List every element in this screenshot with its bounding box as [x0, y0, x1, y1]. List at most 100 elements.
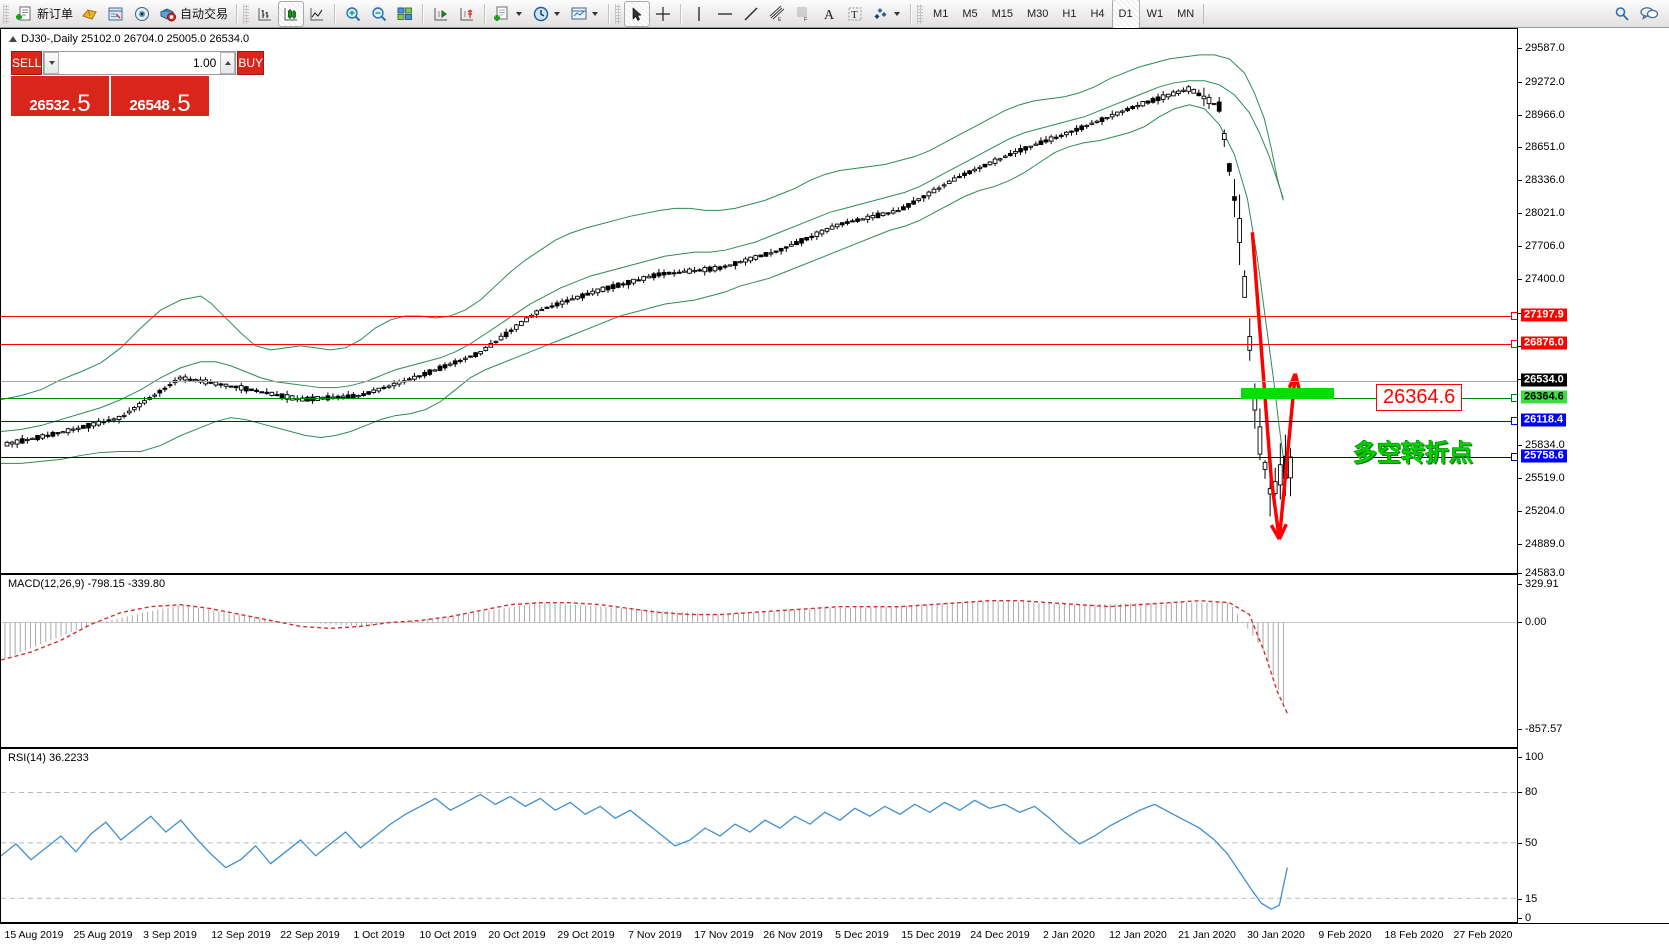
buy-button[interactable]: BUY [237, 51, 265, 75]
vertical-line-button[interactable] [686, 1, 712, 27]
candlestick-icon [282, 5, 300, 23]
cursor-button[interactable] [624, 0, 651, 27]
price-line-handle-25758[interactable] [1511, 453, 1517, 461]
volume-stepper[interactable] [43, 51, 237, 75]
sell-button[interactable]: SELL [11, 51, 43, 75]
price-line-handle-26876[interactable] [1511, 340, 1517, 348]
line-chart-icon [308, 5, 326, 23]
price-scale[interactable]: 29587.0 29272.0 28966.0 28651.0 28336.0 28021… [1518, 28, 1669, 924]
chat-icon[interactable] [1639, 5, 1659, 23]
toolbar-grip[interactable] [3, 3, 9, 24]
price-tick-label: 25519.0 [1525, 472, 1565, 484]
volume-decrement-button[interactable] [44, 52, 60, 74]
trendline-button[interactable] [738, 1, 764, 27]
horizontal-line-button[interactable] [712, 1, 738, 27]
price-line-handle-26118[interactable] [1511, 417, 1517, 425]
objects-button[interactable] [868, 1, 906, 27]
price-tick-label: 28966.0 [1525, 109, 1565, 121]
line-chart-button[interactable] [304, 1, 330, 27]
autotrade-button[interactable]: 自动交易 [155, 1, 232, 27]
auto-scroll-button[interactable] [428, 1, 454, 27]
buy-price-display[interactable]: 26548 .5 [111, 76, 209, 116]
timeframe-m5[interactable]: M5 [955, 0, 984, 29]
indicators-chevron-down-icon[interactable] [516, 11, 523, 16]
timeframe-label: M30 [1027, 7, 1049, 20]
price-callout-annotation[interactable]: 26364.6 [1376, 384, 1463, 411]
timeframe-h1[interactable]: H1 [1055, 0, 1083, 29]
bar-chart-button[interactable] [252, 1, 278, 27]
timeframe-w1[interactable]: W1 [1140, 0, 1171, 29]
price-level-tag[interactable]: 25758.6 [1521, 449, 1567, 463]
price-line-handle-26364[interactable] [1511, 394, 1517, 402]
volume-increment-button[interactable] [220, 52, 236, 74]
price-level-tag[interactable]: 26534.0 [1521, 373, 1567, 387]
price-line-resistance-27197[interactable] [1, 316, 1517, 317]
crosshair-button[interactable] [650, 1, 676, 27]
channel-button[interactable]: F [790, 1, 816, 27]
timeframe-mn[interactable]: MN [1170, 0, 1201, 29]
fibonacci-button[interactable]: E [764, 1, 790, 27]
zoom-out-button[interactable] [366, 1, 392, 27]
templates-chevron-down-icon[interactable] [592, 11, 599, 16]
green-zone-marker[interactable] [1241, 388, 1334, 399]
rsi-pane[interactable]: RSI(14) 36.2233 [0, 748, 1518, 923]
search-icon[interactable] [1613, 5, 1631, 23]
indicators-button[interactable] [490, 1, 528, 27]
chart-shift-button[interactable] [454, 1, 480, 27]
ticket-price-row: 26532 .5 26548 .5 [11, 76, 209, 116]
text-box-button[interactable]: T [842, 1, 868, 27]
text-label-button[interactable]: A [816, 1, 842, 27]
toolbar-grip-3[interactable] [615, 3, 622, 24]
timeframe-m30[interactable]: M30 [1020, 0, 1055, 29]
time-label: 9 Feb 2020 [1318, 929, 1372, 941]
chinese-note-annotation[interactable]: 多空转折点 [1353, 439, 1473, 467]
price-line-handle-27197[interactable] [1511, 312, 1517, 320]
time-label: 15 Aug 2019 [4, 929, 64, 941]
zoom-in-button[interactable] [340, 1, 366, 27]
price-tick-label: 27400.0 [1525, 273, 1565, 285]
new-order-button[interactable]: 新订单 [12, 1, 77, 27]
ticket-top-row: SELL BUY [11, 51, 265, 75]
timeframe-m1[interactable]: M1 [926, 0, 955, 29]
price-level-tag[interactable]: 26364.6 [1521, 390, 1567, 404]
navigator-button[interactable] [129, 1, 155, 27]
tile-windows-button[interactable] [392, 1, 418, 27]
period-button[interactable] [528, 1, 566, 27]
data-window-button[interactable] [103, 1, 129, 27]
templates-button[interactable] [566, 1, 604, 27]
objects-chevron-down-icon[interactable] [894, 11, 901, 16]
time-label: 5 Dec 2019 [835, 929, 889, 941]
price-line-support-25758[interactable] [1, 457, 1517, 458]
toolbar-separator-6 [680, 3, 683, 24]
one-click-trading-panel[interactable]: SELL BUY 26532 .5 [11, 51, 265, 123]
toolbar-separator-5 [608, 3, 611, 24]
price-line-resistance-26876[interactable] [1, 344, 1517, 345]
macd-pane[interactable]: MACD(12,26,9) -798.15 -339.80 [0, 574, 1518, 748]
timeframe-m15[interactable]: M15 [985, 0, 1020, 29]
price-pane[interactable]: DJ30-,Daily 25102.0 26704.0 25005.0 2653… [0, 28, 1518, 574]
volume-input[interactable] [59, 52, 221, 74]
period-chevron-down-icon[interactable] [554, 11, 561, 16]
time-label: 3 Sep 2019 [143, 929, 197, 941]
price-level-tag[interactable]: 26876.0 [1521, 336, 1567, 350]
time-scale[interactable]: 15 Aug 2019 25 Aug 2019 3 Sep 2019 12 Sep 2… [0, 923, 1669, 952]
buy-label: BUY [238, 56, 264, 70]
price-level-tag[interactable]: 27197.9 [1521, 308, 1567, 322]
sell-price-display[interactable]: 26532 .5 [11, 76, 109, 116]
rsi-tick-label: 100 [1525, 751, 1544, 763]
timeframe-h4[interactable]: H4 [1083, 0, 1111, 29]
expert-advisor-button[interactable] [77, 1, 103, 27]
toolbar-grip-2[interactable] [243, 3, 250, 24]
chart-area[interactable]: DJ30-,Daily 25102.0 26704.0 25005.0 2653… [0, 28, 1669, 952]
crosshair-icon [654, 5, 672, 23]
chart-collapse-icon[interactable] [9, 36, 17, 42]
price-line-support-26118[interactable] [1, 421, 1517, 422]
fibonacci-icon: E [768, 5, 786, 23]
time-label: 26 Nov 2019 [763, 929, 823, 941]
price-level-tag[interactable]: 26118.4 [1521, 413, 1567, 427]
timeframe-d1[interactable]: D1 [1111, 0, 1140, 29]
candlestick-chart-button[interactable] [278, 0, 305, 27]
templates-icon [570, 5, 588, 23]
sell-price-frac: .5 [70, 89, 91, 117]
toolbar-grip-4[interactable] [917, 3, 924, 24]
